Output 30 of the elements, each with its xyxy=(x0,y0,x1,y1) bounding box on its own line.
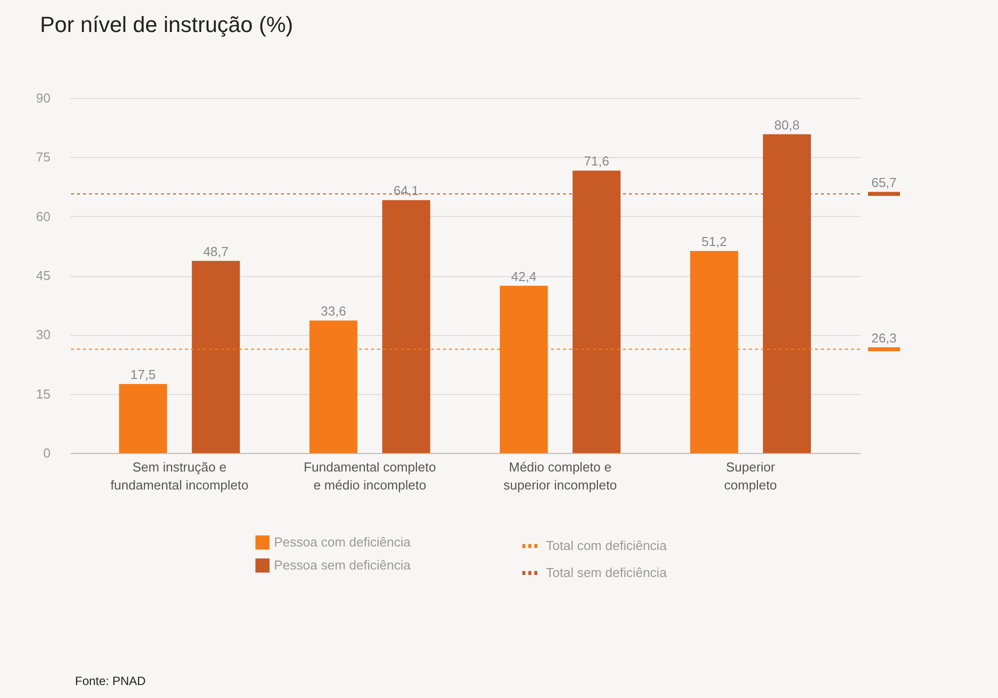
bar xyxy=(119,384,168,453)
x-tick-label: Superior completo xyxy=(724,460,777,492)
data-label: 51,2 xyxy=(701,234,727,250)
y-tick-label: 45 xyxy=(36,268,50,283)
bar xyxy=(192,260,240,453)
source-note: Fonte: PNAD xyxy=(75,674,146,688)
y-tick-label: 60 xyxy=(36,208,50,224)
legend-label: Total com deficiência xyxy=(546,538,668,553)
y-tick-label: 30 xyxy=(36,327,50,342)
y-tick-label: 75 xyxy=(36,150,50,165)
data-label: 64,1 xyxy=(394,183,419,198)
legend-label: Pessoa com deficiência xyxy=(274,534,412,550)
y-tick-label: 0 xyxy=(43,446,50,460)
legend-label: Pessoa sem deficiência xyxy=(274,558,412,572)
data-label: 42,4 xyxy=(511,268,536,284)
data-label: 33,6 xyxy=(320,303,346,318)
x-tick-label: Médio completo e superior incompleto xyxy=(503,460,617,492)
chart-title: Por nível de instrução (%) xyxy=(40,12,294,37)
data-label: 71,6 xyxy=(584,154,610,169)
y-tick-label: 90 xyxy=(36,90,50,106)
data-label: 48,7 xyxy=(203,244,229,259)
x-tick-label: Fundamental completo e médio incompleto xyxy=(304,460,436,492)
bar xyxy=(382,200,430,453)
data-label: 80,8 xyxy=(774,117,800,132)
text: 26,3 xyxy=(871,330,897,346)
data-label: 17,5 xyxy=(130,366,156,382)
legend-label: Total sem deficiência xyxy=(546,565,668,580)
x-tick-label: Sem instrução e fundamental incompleto xyxy=(110,460,248,492)
text: 65,7 xyxy=(871,174,897,190)
y-tick-label: 15 xyxy=(36,386,50,402)
